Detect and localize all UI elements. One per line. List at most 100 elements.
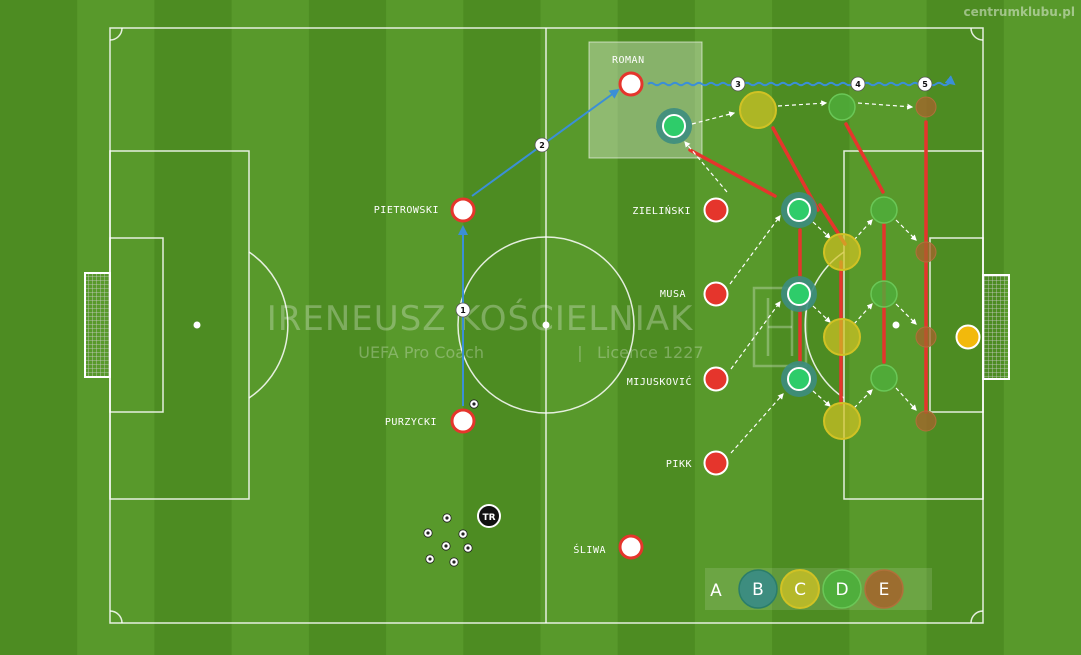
player-mijuskovic[interactable]: MIJUSKOVIĆ [627,366,729,392]
ball-icon [463,543,473,553]
trainer-label: TR [482,513,495,523]
zone-d-marker [870,280,898,308]
svg-text:E: E [879,580,890,600]
corner-arc-tr [970,27,984,41]
legend-d: D [822,569,862,609]
movement-arrow [895,219,917,241]
zone-d-marker [870,196,898,224]
ball-icon [423,528,433,538]
zone-e-marker [915,241,937,263]
zone-b-markers [656,108,817,397]
trainer[interactable]: TR [477,504,501,528]
legend-b: B [738,569,778,609]
movement-arrow [729,215,781,285]
player-label: ZIELIŃSKI [632,204,691,217]
player-pikk[interactable]: PIKK [666,450,729,476]
coach-logo-icon [752,286,808,368]
player-label: PIKK [666,459,692,470]
player-zielinski[interactable]: ZIELIŃSKI [632,197,729,223]
svg-text:2: 2 [539,141,545,150]
site-watermark: centrumklubu.pl [963,5,1075,19]
goalkeeper[interactable] [955,324,981,350]
grass-stripe [1003,0,1081,655]
centre-circle [457,236,635,414]
svg-text:D: D [835,580,848,600]
right-goal [982,274,1010,380]
grass-stripe [231,0,310,655]
zone-c-marker [739,91,777,129]
grass-stripe [0,0,78,655]
zone-e-markers [915,96,937,432]
left-penalty-spot [193,321,201,329]
movement-arrow [853,303,873,325]
ball-icon [441,541,451,551]
grass-stripe [386,0,464,655]
right-penalty-spot [892,321,900,329]
legend-a: A [710,581,722,601]
red-team: ZIELIŃSKI MUSA MIJUSKOVIĆ PIKK [627,197,729,476]
highlight-zone [588,41,703,159]
svg-text:4: 4 [855,80,861,89]
grass-stripe [463,0,541,655]
svg-text:B: B [752,580,764,600]
player-musa[interactable]: MUSA [660,281,729,307]
zone-legend: A B C D E [705,568,932,610]
corner-arc-br [970,610,984,624]
ball-icon [442,513,452,523]
movement-arrow [812,305,831,323]
zone-e-marker [915,410,937,432]
sequence-badge-4: 4 [850,76,866,92]
movement-arrow [853,219,873,241]
sequence-badge-2: 2 [534,137,550,153]
corner-arc-bl [109,610,123,624]
zone-c-marker [823,318,861,356]
player-label: PURZYCKI [385,417,437,428]
movement-arrow [812,390,831,407]
zone-c-marker [823,402,861,440]
movement-arrows [684,100,917,454]
coach-licence: Licence 1227 [597,343,704,362]
ball-icon [469,399,479,409]
legend-c: C [780,569,820,609]
player-label: PIETROWSKI [374,205,439,216]
grass-stripe [849,0,928,655]
movement-arrow [730,393,784,454]
player-label: ROMAN [612,55,645,66]
zone-d-markers [828,93,898,392]
movement-arrow [895,387,917,411]
zone-c-markers [739,91,861,440]
svg-text:5: 5 [922,80,928,89]
ball-icon [449,557,459,567]
zone-e-marker [915,96,937,118]
player-label: MUSA [660,289,686,300]
zone-e-marker [915,326,937,348]
centre-spot [542,321,550,329]
white-team: ROMAN PIETROWSKI PURZYCKI ŚLIWA [374,55,645,560]
movement-arrow [691,111,736,125]
player-roman[interactable]: ROMAN [612,55,645,97]
player-label: MIJUSKOVIĆ [627,375,692,388]
grass-stripe [308,0,387,655]
movement-arrow [684,141,728,193]
ball-icon [458,529,468,539]
sequence-badge-1: 1 [455,302,471,318]
player-purzycki[interactable]: PURZYCKI [385,408,476,434]
right-penalty-arc [804,251,845,399]
sequence-badges: 1 2 3 4 5 [455,76,933,318]
coach-separator: | [577,343,582,362]
sequence-badge-5: 5 [917,76,933,92]
player-pietrowski[interactable]: PIETROWSKI [374,197,476,223]
zone-c-marker [823,233,861,271]
movement-arrow [857,102,914,110]
zone-d-marker [870,364,898,392]
grass-stripe [540,0,619,655]
corner-arc-tl [109,27,123,41]
coach-title: UEFA Pro Coach [358,343,484,362]
ball-icon [425,554,435,564]
svg-text:1: 1 [460,306,466,315]
zone-d-marker [828,93,856,121]
player-sliwa[interactable]: ŚLIWA [573,534,644,560]
coach-watermark: IRENEUSZ KOŚCIELNIAK UEFA Pro Coach | Li… [267,286,808,368]
